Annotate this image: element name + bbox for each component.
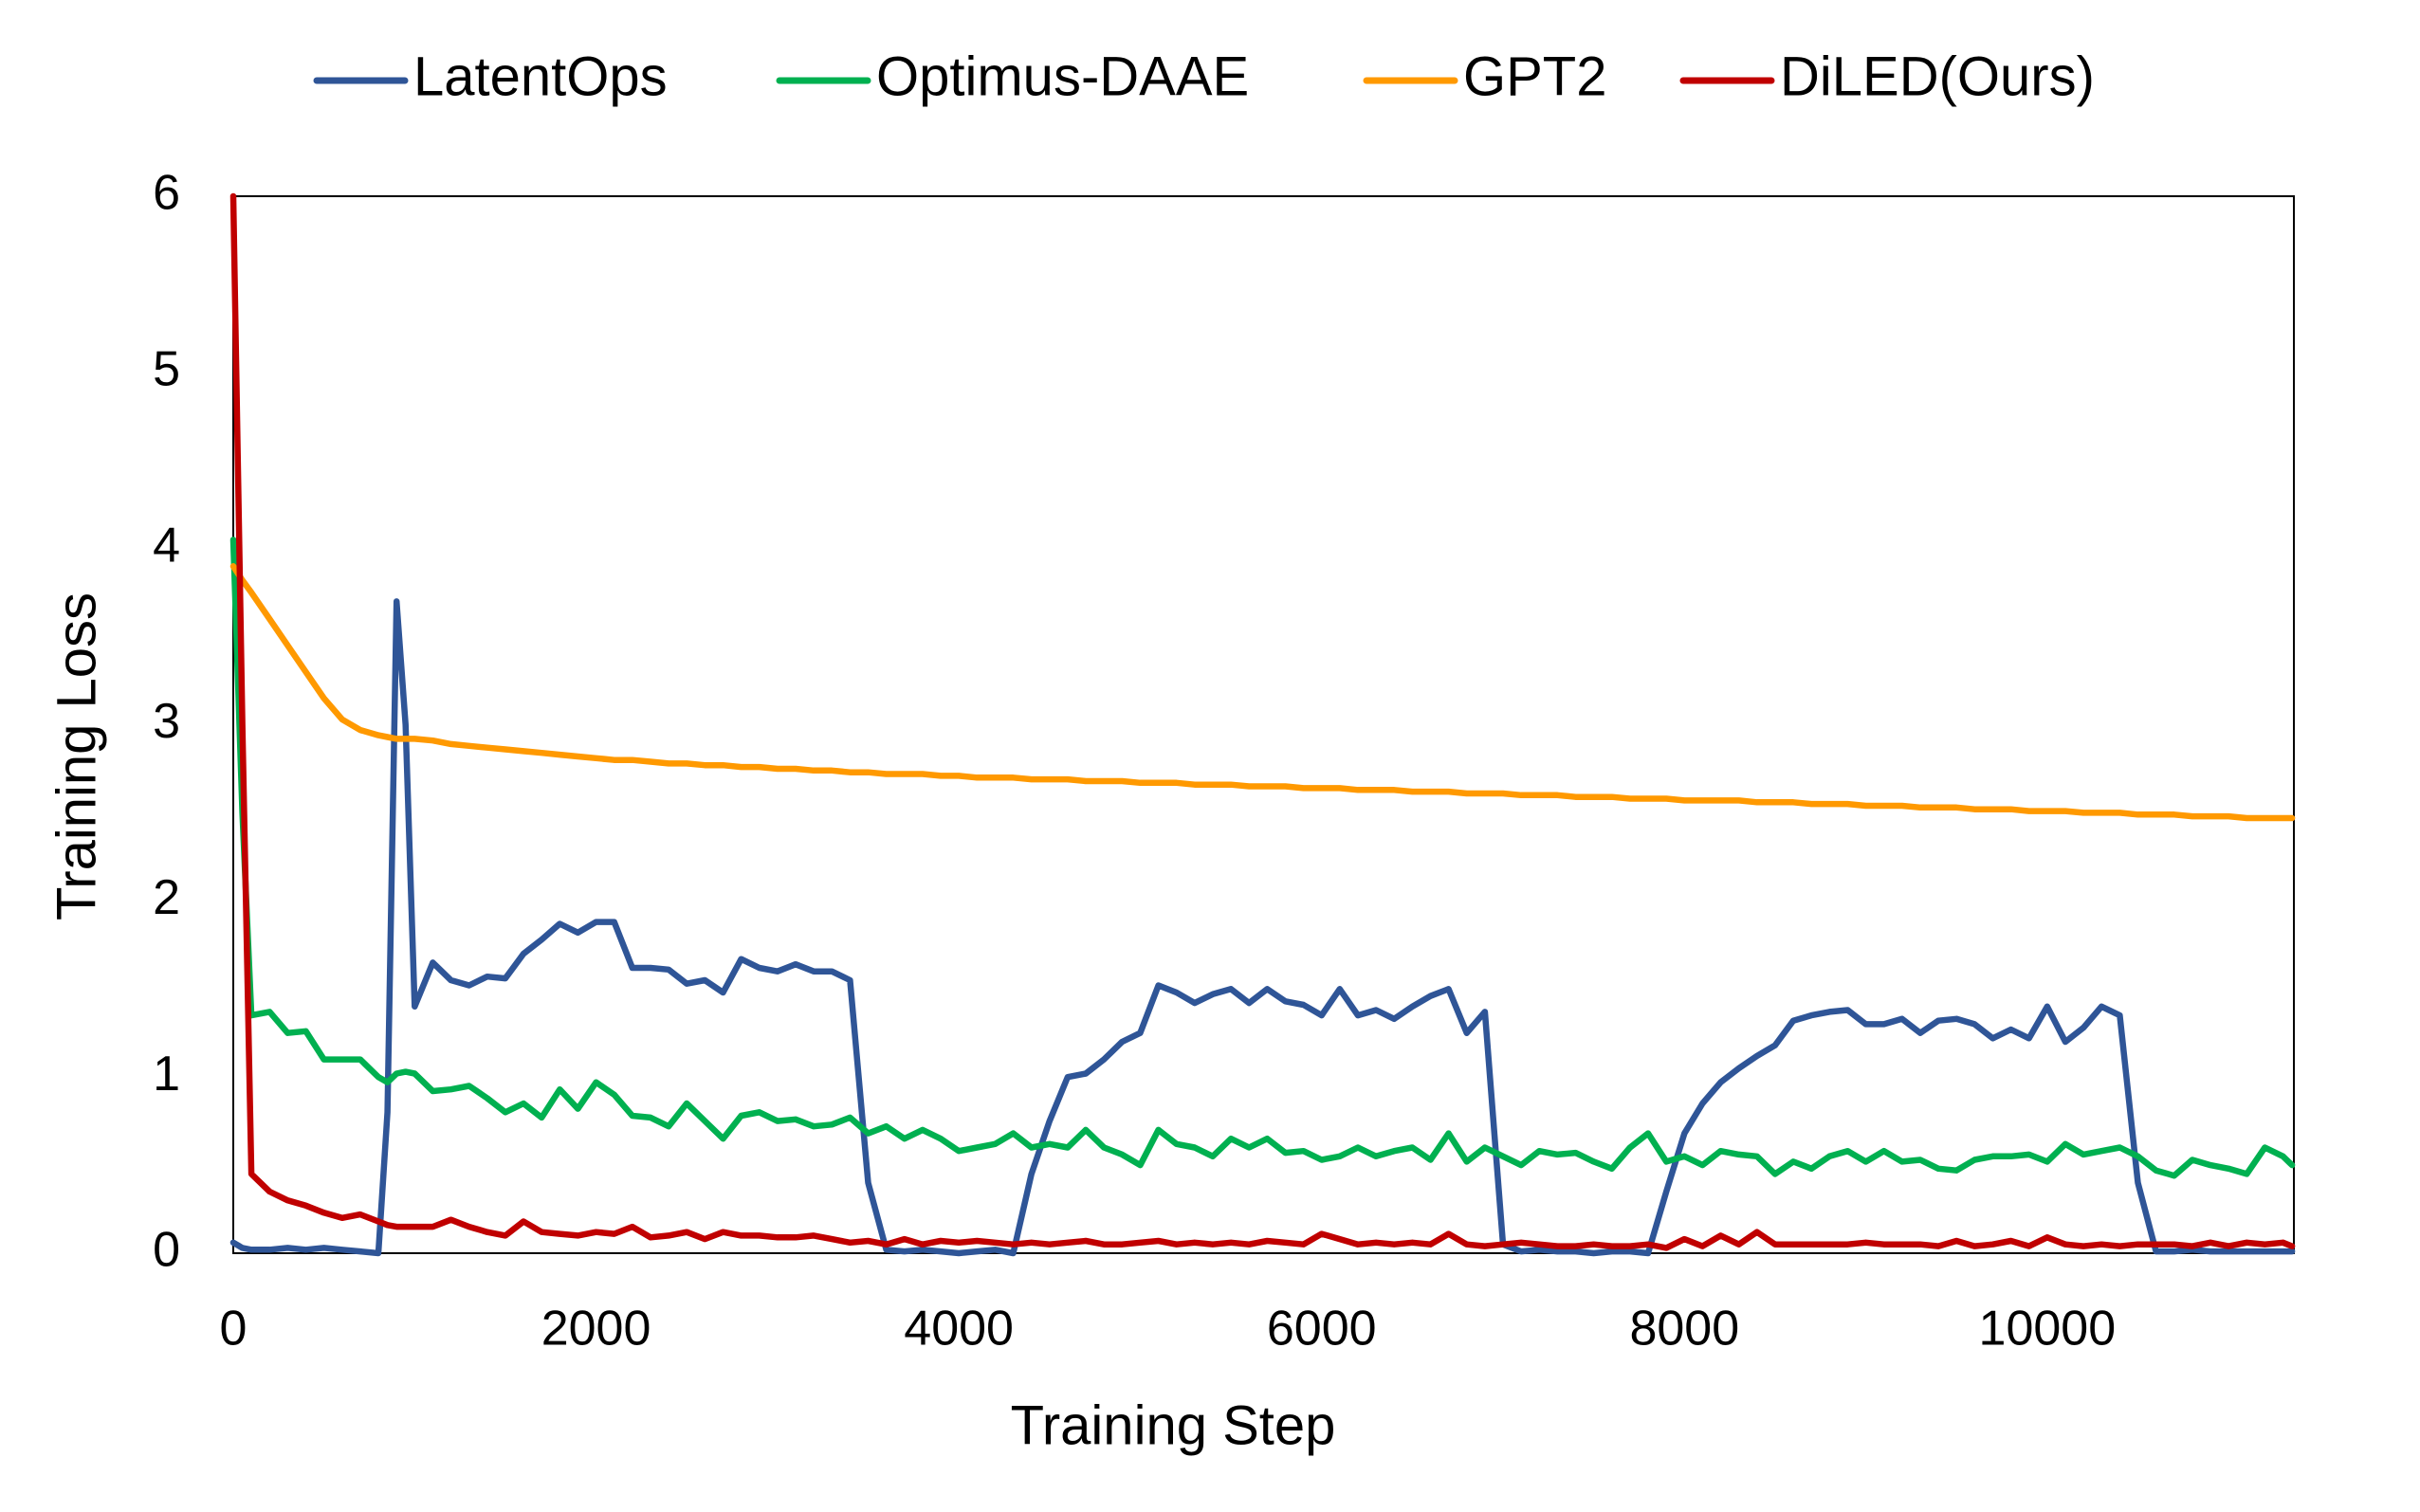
y-tick-label: 4 (153, 518, 180, 573)
x-tick-label: 0 (220, 1302, 248, 1357)
x-tick-label: 2000 (541, 1302, 651, 1357)
plot-border (232, 195, 2295, 1254)
y-tick-label: 6 (153, 166, 180, 221)
series-line (229, 537, 2296, 1179)
x-tick-label: 10000 (1979, 1302, 2117, 1357)
series-line (229, 192, 2296, 1251)
x-tick-label: 4000 (904, 1302, 1014, 1357)
legend-label: DiLED(Ours) (1780, 46, 2095, 107)
y-tick-label: 2 (153, 870, 180, 925)
series-line (229, 563, 2296, 822)
series-line (229, 598, 2296, 1257)
x-axis-title: Training Step (1011, 1394, 1336, 1456)
y-tick-label: 1 (153, 1047, 180, 1102)
legend-label: Optimus-DAAE (876, 46, 1249, 107)
legend-label: GPT2 (1463, 46, 1607, 107)
legend-label: LatentOps (413, 46, 668, 107)
y-tick-label: 0 (153, 1223, 180, 1278)
y-tick-label: 5 (153, 342, 180, 397)
x-tick-label: 6000 (1267, 1302, 1377, 1357)
x-tick-label: 8000 (1629, 1302, 1739, 1357)
y-axis-title: Training Loss (46, 592, 107, 920)
y-tick-label: 3 (153, 694, 180, 749)
